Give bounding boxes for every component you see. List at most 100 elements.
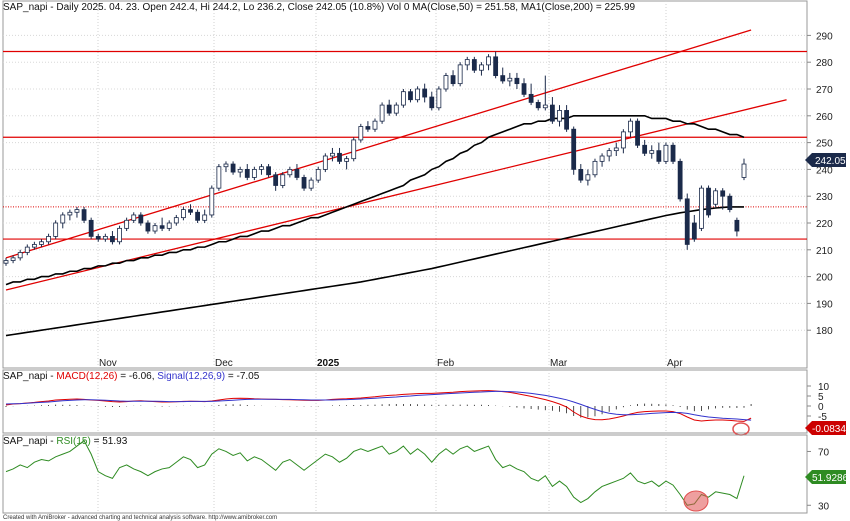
candle-body-up	[67, 211, 73, 216]
candle	[734, 217, 740, 237]
candle	[464, 56, 470, 71]
signal-line	[5, 390, 752, 421]
candle	[145, 220, 151, 234]
candle-body-up	[400, 91, 406, 106]
date-tick-label: Dec	[215, 358, 233, 369]
candle-body-up	[358, 126, 364, 141]
date-tick-label: 2025	[317, 358, 340, 369]
rsi-highlight-circle	[683, 490, 709, 512]
candle	[500, 67, 506, 84]
candle	[273, 172, 279, 191]
candle-body-up	[173, 217, 179, 224]
candle-body-up	[649, 150, 655, 154]
candle	[628, 118, 633, 138]
candle-body-up	[280, 174, 286, 186]
candle	[124, 217, 130, 232]
candle-body-down	[691, 222, 697, 240]
candle-body-down	[408, 91, 413, 101]
macd-histogram	[5, 403, 752, 418]
candle-body-down	[337, 152, 342, 162]
moving-average-line	[5, 115, 745, 286]
candle-body-down	[550, 104, 555, 122]
candle	[571, 126, 577, 175]
candle	[443, 72, 449, 92]
candle	[259, 164, 264, 175]
candle-body-up	[351, 139, 357, 160]
macd-line	[5, 390, 752, 422]
candle-body-down	[429, 96, 435, 109]
candle-body-up	[216, 166, 222, 189]
rsi-tick-label: 30	[818, 501, 830, 512]
price-tick-label: 280	[816, 58, 833, 69]
candle-body-up	[699, 187, 704, 229]
candle	[131, 212, 137, 223]
macd-panel-frame	[2, 369, 808, 434]
candle-body-up	[124, 219, 130, 229]
candle-body-up	[613, 147, 619, 152]
candle	[592, 158, 598, 178]
macd-tick-label: -5	[818, 412, 827, 423]
macd-title-signal: Signal(12,26,9)	[157, 371, 225, 382]
candle-body-down	[571, 128, 577, 170]
candle	[67, 209, 73, 221]
candle	[188, 204, 193, 215]
candle	[620, 129, 626, 154]
candle	[138, 212, 144, 226]
candle-body-down	[273, 174, 279, 186]
candle	[684, 193, 690, 250]
candle	[17, 249, 23, 261]
macd-title-main: MACD(12,26)	[56, 371, 117, 382]
candle	[642, 139, 648, 156]
candle-body-up	[166, 222, 172, 229]
rsi-panel-frame	[2, 434, 808, 514]
candle	[727, 193, 733, 213]
candle	[585, 169, 591, 186]
candle-body-down	[706, 187, 711, 216]
candle-body-down	[81, 209, 87, 221]
candle	[173, 214, 179, 226]
candle	[400, 89, 406, 108]
candle	[450, 70, 456, 87]
candle	[578, 164, 584, 183]
candle-body-down	[521, 83, 527, 95]
candle	[88, 217, 94, 240]
candle-body-down	[564, 110, 569, 130]
price-badge: 242.05	[805, 153, 846, 167]
candle	[557, 105, 562, 127]
candle	[649, 145, 655, 159]
candles	[3, 51, 747, 266]
candle-body-up	[713, 190, 719, 205]
candle-body-down	[294, 168, 300, 178]
candle	[237, 166, 243, 178]
candle	[117, 225, 122, 245]
candle	[670, 142, 676, 165]
macd-tick-label: 10	[818, 382, 830, 393]
candle-body-up	[17, 252, 23, 259]
trend-channel	[5, 29, 787, 291]
candle	[550, 97, 555, 124]
candle	[521, 78, 527, 98]
candle-body-down	[656, 150, 662, 162]
candle	[244, 164, 250, 181]
candle	[166, 220, 172, 232]
candle	[31, 241, 37, 250]
candle	[251, 166, 257, 181]
candle-body-up	[209, 187, 215, 216]
candle-body-down	[301, 177, 307, 189]
rsi-badge-bg	[805, 470, 846, 484]
candle	[486, 54, 491, 71]
candle-body-up	[322, 155, 328, 170]
moving-average-line	[5, 206, 744, 337]
candle	[152, 223, 158, 234]
candle-body-up	[259, 166, 264, 170]
candle	[393, 102, 399, 116]
price-badge-text: 242.05	[815, 156, 846, 167]
candle	[344, 156, 350, 170]
candle-body-down	[138, 214, 144, 224]
candle	[159, 217, 165, 232]
main-chart-title: SAP_napi - Daily 2025. 04. 23. Open 242.…	[3, 2, 635, 13]
rsi-badge-text: 51.9286	[812, 473, 849, 484]
candle-body-down	[500, 75, 506, 82]
candle-body-up	[486, 56, 491, 66]
